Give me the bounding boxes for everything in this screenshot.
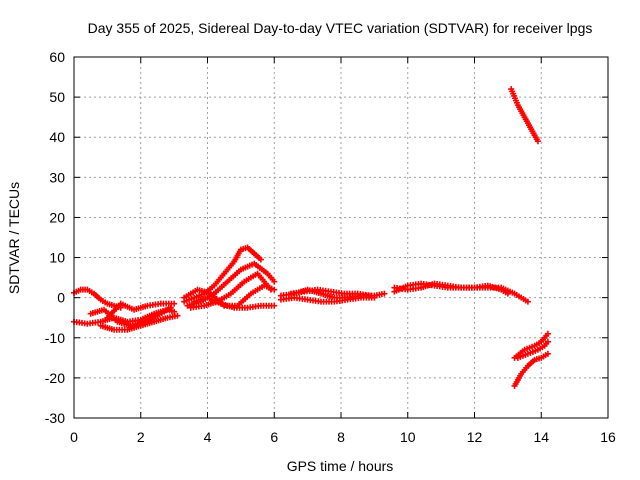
data-point — [257, 256, 264, 263]
data-point — [544, 338, 551, 345]
x-tick-label: 14 — [533, 429, 549, 445]
y-tick-label: 50 — [49, 89, 65, 105]
y-axis-label: SDTVAR / TECUs — [6, 182, 22, 294]
y-tick-label: -10 — [45, 330, 65, 346]
y-tick-label: 20 — [49, 209, 65, 225]
x-tick-label: 0 — [70, 429, 78, 445]
y-tick-label: 30 — [49, 169, 65, 185]
y-tick-label: 10 — [49, 250, 65, 266]
x-tick-label: 6 — [270, 429, 278, 445]
axis-ticks: 0 2 4 6 8 10 12 14 16 -30 -20 -10 0 10 20 30 40 50 60 — [45, 49, 616, 445]
x-axis-label: GPS time / hours — [287, 458, 394, 474]
x-tick-label: 4 — [204, 429, 212, 445]
y-tick-label: -30 — [45, 410, 65, 426]
data-point — [544, 330, 551, 337]
data-point — [171, 300, 178, 307]
data-point — [524, 298, 531, 305]
data-point — [174, 312, 181, 319]
y-tick-label: 40 — [49, 129, 65, 145]
data-point — [171, 308, 178, 315]
data-point — [271, 278, 278, 285]
data-point — [271, 302, 278, 309]
data-point — [544, 350, 551, 357]
y-tick-label: -20 — [45, 370, 65, 386]
data-point — [271, 286, 278, 293]
data-point — [504, 290, 511, 297]
x-tick-label: 16 — [600, 429, 616, 445]
chart-title: Day 355 of 2025, Sidereal Day-to-day VTE… — [88, 20, 593, 36]
x-tick-label: 10 — [400, 429, 416, 445]
data-point — [534, 138, 541, 145]
x-tick-label: 8 — [337, 429, 345, 445]
x-tick-label: 12 — [467, 429, 483, 445]
data-point — [368, 292, 375, 299]
x-tick-label: 2 — [137, 429, 145, 445]
data-point — [371, 294, 378, 301]
data-point — [381, 290, 388, 297]
y-tick-label: 0 — [57, 290, 65, 306]
data-series — [71, 86, 551, 389]
y-tick-label: 60 — [49, 49, 65, 65]
